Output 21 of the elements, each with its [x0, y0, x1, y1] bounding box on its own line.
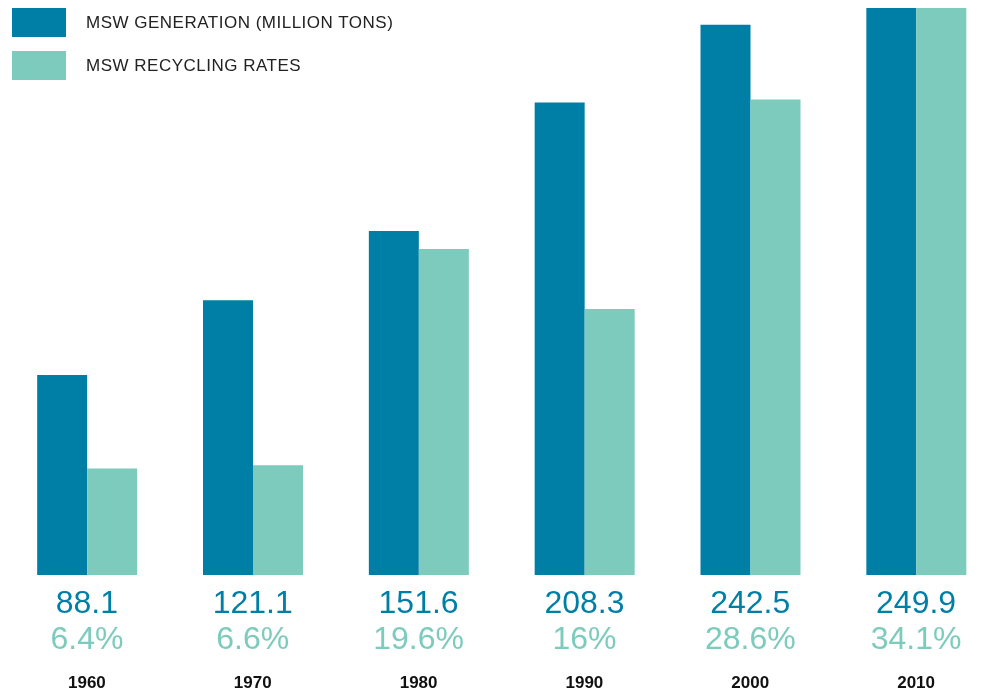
data-label: 208.3 [544, 584, 625, 620]
x-tick-label: 1970 [233, 673, 272, 692]
x-tick-label: 1960 [68, 673, 106, 692]
data-label: 34.1% [870, 620, 962, 656]
data-label: 88.1 [55, 584, 119, 620]
x-tick-label: 2000 [731, 673, 770, 692]
data-label: 249.9 [876, 584, 957, 620]
data-label: 121.1 [212, 584, 293, 620]
data-label: 28.6% [704, 620, 796, 656]
data-label: 19.6% [373, 620, 464, 656]
data-label: 151.6 [378, 584, 459, 620]
data-label: 242.5 [710, 584, 791, 620]
legend-label: MSW GENERATION (MILLION TONS) [86, 12, 394, 33]
legend-label: MSW RECYCLING RATES [86, 55, 302, 76]
x-tick-label: 2010 [897, 673, 935, 692]
bar [203, 300, 253, 575]
data-label: 6.4% [50, 620, 124, 656]
x-tick-label: 1990 [565, 673, 604, 692]
data-label: 16% [552, 620, 617, 656]
data-label: 6.6% [216, 620, 290, 656]
x-tick-label: 1980 [399, 673, 438, 692]
